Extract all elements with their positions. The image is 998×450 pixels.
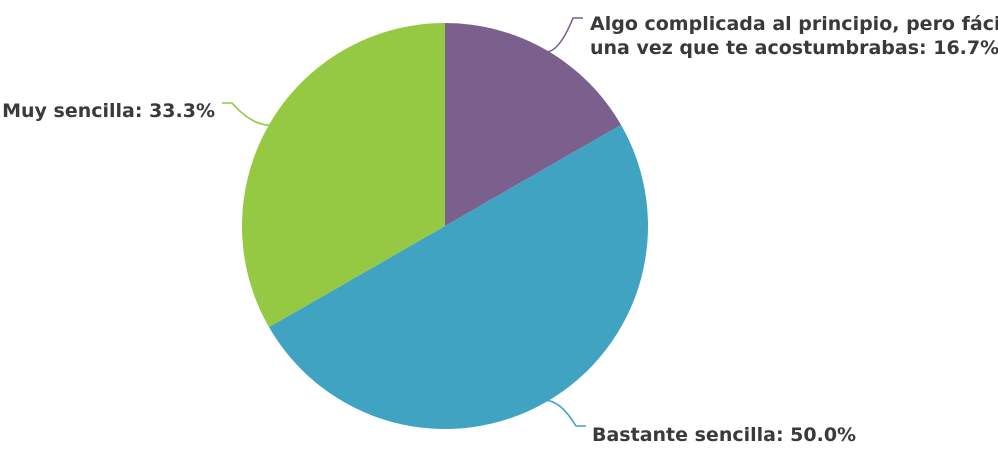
pie-slices <box>241 23 649 430</box>
pie-slice <box>241 23 445 328</box>
slice-label-line: una vez que te acostumbrabas: 16.7% <box>590 37 998 59</box>
leader-line <box>222 102 272 127</box>
slice-label-line: Algo complicada al principio, pero fácil <box>590 13 998 35</box>
leader-line <box>545 399 586 427</box>
pie-slice <box>268 124 649 430</box>
slice-label-line: Muy sencilla: 33.3% <box>2 100 215 122</box>
pie-slice <box>445 23 622 226</box>
slice-label: Algo complicada al principio, pero fácil… <box>590 13 998 59</box>
leader-lines <box>222 17 586 427</box>
slice-label: Bastante sencilla: 50.0% <box>592 424 856 446</box>
leader-line <box>545 17 583 53</box>
slice-label-line: Bastante sencilla: 50.0% <box>592 424 856 446</box>
slice-label: Muy sencilla: 33.3% <box>2 100 215 122</box>
slice-labels: Algo complicada al principio, pero fácil… <box>2 13 998 446</box>
